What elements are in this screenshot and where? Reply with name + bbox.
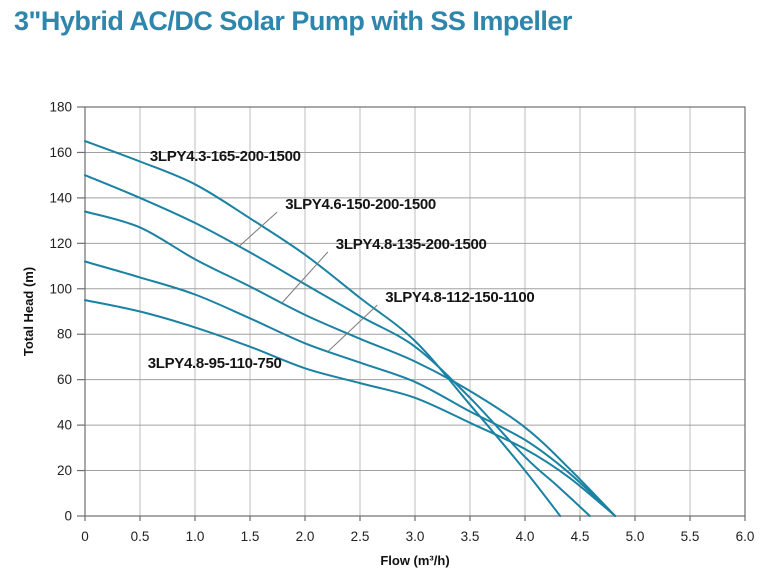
curve-label-3LPY4.8-95-110-750: 3LPY4.8-95-110-750: [148, 355, 282, 372]
leader-line-3LPY4.8-135-200-1500: [281, 251, 329, 304]
y-axis-title: Total Head (m): [21, 267, 36, 356]
axes: [77, 106, 746, 521]
gridlines: [85, 107, 745, 516]
y-tick-label: 20: [57, 463, 72, 478]
curve-label-3LPY4.6-150-200-1500: 3LPY4.6-150-200-1500: [285, 196, 436, 213]
pump-curves: [84, 140, 617, 517]
x-tick-label: 5.5: [681, 529, 700, 544]
x-tick-label: 1.5: [241, 529, 260, 544]
x-tick-label: 4.5: [571, 529, 590, 544]
leader-line-3LPY4.6-150-200-1500: [238, 211, 278, 247]
page-title: 3"Hybrid AC/DC Solar Pump with SS Impell…: [14, 6, 572, 36]
x-tick-label: 3.5: [461, 529, 480, 544]
curve-3LPY4.8-112-150-1100: [84, 260, 617, 517]
x-tick-label: 0.5: [131, 529, 150, 544]
y-tick-label: 40: [57, 418, 72, 433]
y-tick-label: 120: [49, 236, 72, 251]
y-tick-label: 80: [57, 327, 72, 342]
curve-label-3LPY4.8-135-200-1500: 3LPY4.8-135-200-1500: [336, 236, 487, 253]
curve-3LPY4.8-135-200-1500: [84, 210, 617, 517]
curve-3LPY4.3-165-200-1500: [84, 140, 562, 517]
curve-label-3LPY4.8-112-150-1100: 3LPY4.8-112-150-1100: [385, 289, 534, 306]
x-tick-label: 2.5: [351, 529, 370, 544]
y-tick-label: 60: [57, 372, 72, 387]
y-tick-label: 0: [64, 509, 72, 524]
x-tick-label: 3.0: [406, 529, 425, 544]
x-tick-label: 4.0: [516, 529, 535, 544]
x-tick-label: 1.0: [186, 529, 205, 544]
curve-3LPY4.6-150-200-1500: [84, 174, 591, 517]
leader-line-3LPY4.8-112-150-1100: [327, 304, 378, 352]
tick-labels: 0 0.5 1.0 1.5 2.0 2.5 3.0 3.5 4.0 4.5 5.0 5.5 6.0 0 20…: [49, 100, 754, 545]
curve-3LPY4.8-95-110-750: [84, 299, 617, 517]
y-tick-label: 160: [49, 145, 72, 160]
x-tick-label: 6.0: [736, 529, 755, 544]
y-tick-label: 140: [49, 190, 72, 205]
x-tick-label: 0: [81, 529, 89, 544]
y-tick-label: 180: [49, 100, 72, 115]
curve-labels: 3LPY4.3-165-200-1500 3LPY4.6-150-200-1500…: [148, 148, 535, 372]
y-tick-label: 100: [49, 281, 72, 296]
x-axis-title: Flow (m³/h): [380, 553, 449, 568]
x-tick-label: 5.0: [626, 529, 645, 544]
curve-label-3LPY4.3-165-200-1500: 3LPY4.3-165-200-1500: [150, 148, 301, 165]
x-tick-label: 2.0: [296, 529, 315, 544]
